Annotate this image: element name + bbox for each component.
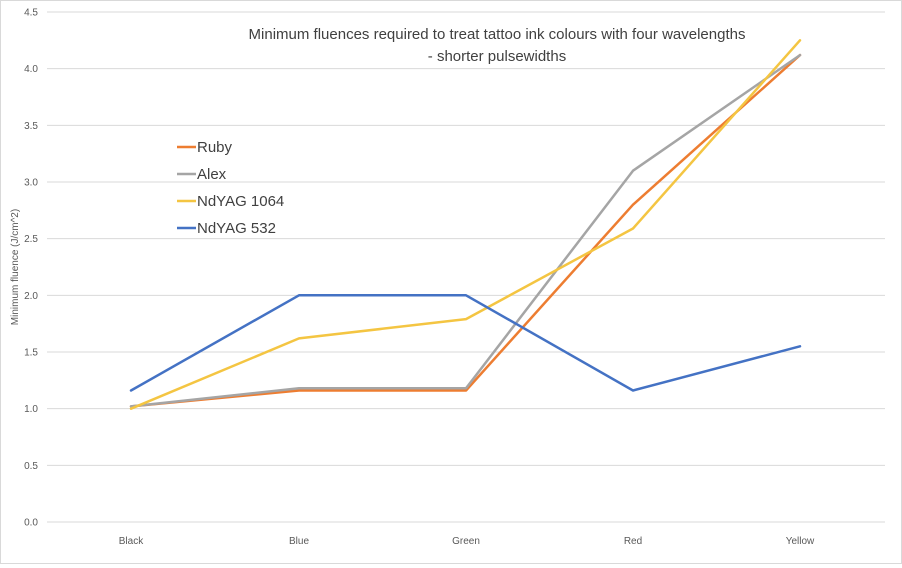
y-tick-label: 4.0 bbox=[24, 64, 38, 75]
legend-label: NdYAG 1064 bbox=[197, 193, 284, 210]
y-tick-label: 1.5 bbox=[24, 348, 38, 359]
y-tick-label: 4.5 bbox=[24, 8, 38, 19]
y-tick-label: 2.0 bbox=[24, 291, 38, 302]
series-line-ruby bbox=[129, 53, 802, 408]
series-line-ndyag-532 bbox=[129, 294, 802, 392]
x-axis-ticks: Black Blue Green Red Yellow bbox=[119, 536, 815, 547]
chart-subtitle: - shorter pulsewidths bbox=[428, 48, 566, 65]
series-line-alex bbox=[129, 53, 802, 408]
x-tick-label: Blue bbox=[289, 536, 309, 547]
legend: Ruby Alex NdYAG 1064 NdYAG 532 bbox=[177, 139, 284, 237]
legend-label: Alex bbox=[197, 166, 227, 183]
x-tick-label: Red bbox=[624, 536, 642, 547]
y-tick-label: 1.0 bbox=[24, 404, 38, 415]
y-tick-label: 2.5 bbox=[24, 234, 38, 245]
x-tick-label: Green bbox=[452, 536, 480, 547]
y-tick-label: 0.5 bbox=[24, 461, 38, 472]
legend-label: Ruby bbox=[197, 139, 233, 156]
chart-title: Minimum fluences required to treat tatto… bbox=[249, 26, 746, 43]
y-axis-label: Minimum fluence (J/cm^2) bbox=[10, 209, 21, 325]
gridlines bbox=[47, 11, 885, 523]
x-tick-label: Black bbox=[119, 536, 144, 547]
legend-label: NdYAG 532 bbox=[197, 220, 276, 237]
series-lines bbox=[129, 39, 802, 410]
x-tick-label: Yellow bbox=[786, 536, 815, 547]
y-tick-label: 3.0 bbox=[24, 178, 38, 189]
y-tick-label: 3.5 bbox=[24, 121, 38, 132]
y-axis-ticks: 0.0 0.5 1.0 1.5 2.0 2.5 3.0 3.5 4.0 4.5 bbox=[24, 8, 38, 529]
series-line-ndyag-1064 bbox=[129, 39, 802, 410]
y-tick-label: 0.0 bbox=[24, 518, 38, 529]
